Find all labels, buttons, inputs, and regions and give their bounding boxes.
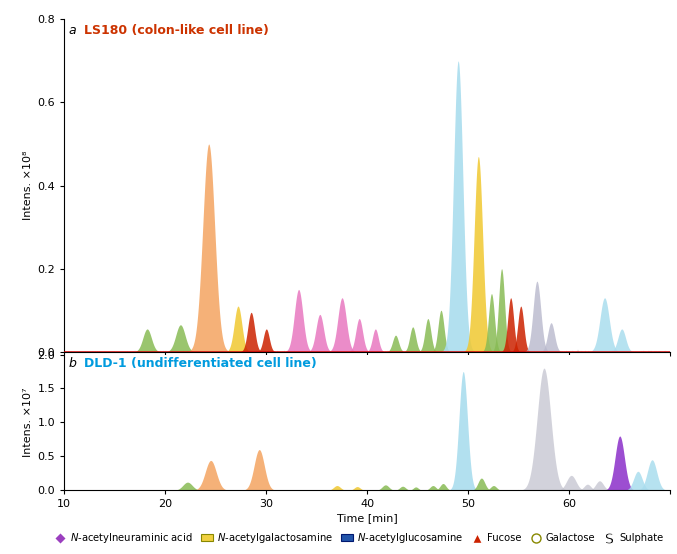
Text: LS180 (colon-like cell line): LS180 (colon-like cell line) xyxy=(84,24,269,37)
Y-axis label: Intens. ×10⁷: Intens. ×10⁷ xyxy=(24,388,33,457)
Y-axis label: Intens. ×10⁸: Intens. ×10⁸ xyxy=(24,151,33,220)
Text: a: a xyxy=(69,24,85,37)
X-axis label: Time [min]: Time [min] xyxy=(337,514,397,524)
Text: DLD-1 (undifferentiated cell line): DLD-1 (undifferentiated cell line) xyxy=(84,357,316,370)
Legend: $N$-acetylneuraminic acid, $N$-acetylgalactosamine, $N$-acetylglucosamine, Fucos: $N$-acetylneuraminic acid, $N$-acetylgal… xyxy=(50,527,668,549)
Text: b: b xyxy=(69,357,85,370)
